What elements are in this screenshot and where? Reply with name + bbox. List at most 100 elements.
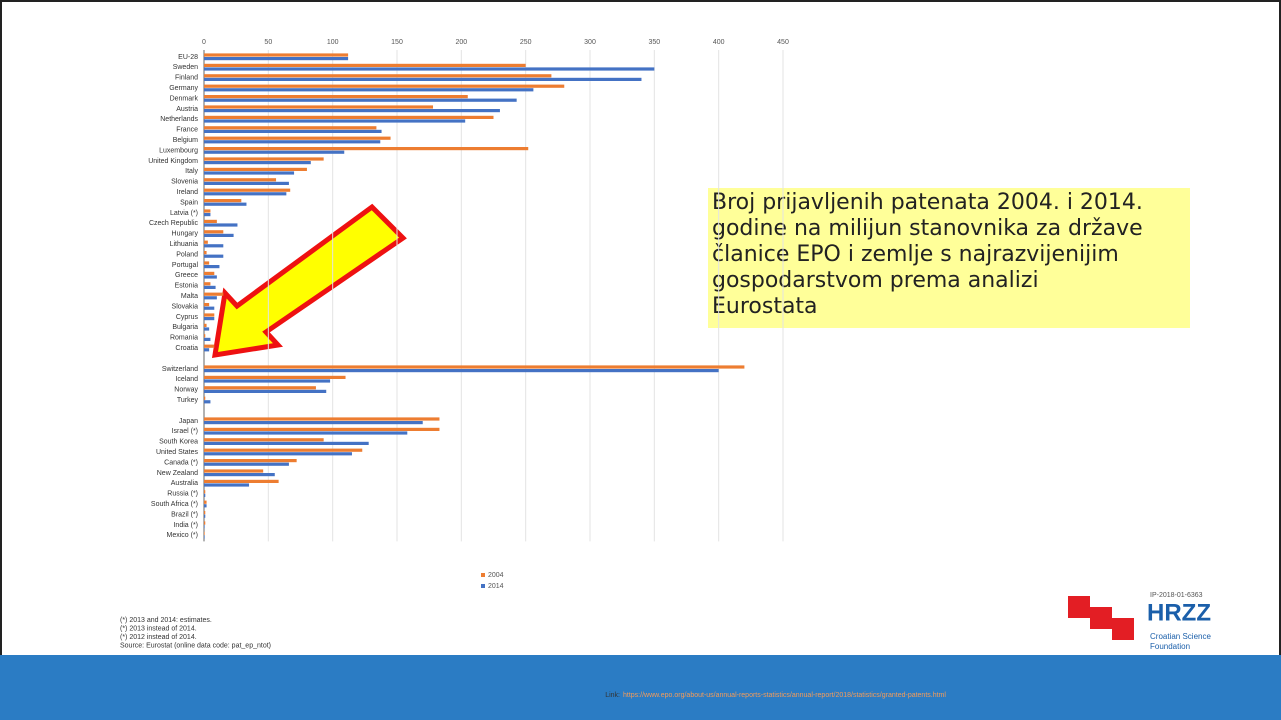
bar [204, 233, 234, 237]
callout-line: članice EPO i zemlje s najrazvijenijim [712, 242, 1119, 267]
bar [204, 219, 217, 223]
y-tick-label: Hungary [172, 231, 199, 238]
bar [204, 230, 224, 234]
legend-swatch [481, 573, 485, 577]
logo-shape [1068, 596, 1090, 618]
bar [204, 105, 434, 109]
logo-project: IP-2018-01-6363 [1150, 592, 1203, 599]
footer-bar [0, 655, 1281, 720]
y-tick-label: Germany [169, 85, 198, 92]
bar [204, 334, 206, 338]
bar [204, 136, 391, 140]
y-tick-label: Estonia [175, 283, 198, 290]
footnote: (*) 2013 and 2014: estimates. [120, 617, 212, 624]
bar [204, 126, 377, 130]
logo-line: Croatian Science [1150, 632, 1211, 641]
callout: Broj prijavljenih patenata 2004. i 2014.… [712, 190, 1143, 319]
y-tick-label: Slovakia [172, 303, 199, 310]
x-tick-label: 350 [648, 39, 660, 46]
link-url[interactable]: https://www.epo.org/about-us/annual-repo… [623, 692, 946, 699]
bar [204, 535, 205, 539]
bar [204, 469, 264, 473]
y-tick-label: New Zealand [157, 470, 198, 477]
x-tick-label: 0 [202, 39, 206, 46]
bar [204, 369, 719, 373]
bar [204, 192, 287, 196]
bar [204, 161, 311, 165]
bar [204, 95, 468, 99]
bar [204, 88, 534, 92]
x-tick-label: 150 [391, 39, 403, 46]
bar [204, 109, 500, 113]
bar [204, 452, 352, 456]
x-tick-label: 50 [264, 39, 272, 46]
bar [204, 483, 250, 487]
arrow [211, 203, 407, 359]
bar [204, 323, 207, 327]
bar [204, 303, 210, 307]
bar [204, 140, 381, 144]
bar [204, 459, 297, 463]
y-tick-label: Greece [175, 272, 198, 279]
bar [204, 514, 206, 518]
bar [204, 448, 363, 452]
bar [204, 119, 466, 123]
y-tick-label: Turkey [177, 397, 199, 404]
bar [204, 213, 211, 217]
y-tick-label: EU-28 [178, 54, 198, 61]
bar [204, 202, 247, 206]
bar [204, 511, 206, 515]
y-tick-label: Latvia (*) [170, 210, 198, 217]
bar [204, 479, 279, 483]
footnote: Source: Eurostat (online data code: pat_… [120, 642, 271, 649]
bar [204, 421, 423, 425]
legend-label: 2004 [488, 572, 504, 579]
y-tick-label: Netherlands [160, 116, 198, 123]
bar [204, 344, 215, 348]
y-tick-label: Norway [174, 387, 198, 394]
y-tick-label: Slovenia [171, 179, 198, 186]
y-tick-label: India (*) [173, 522, 198, 529]
y-tick-label: Iceland [175, 376, 198, 383]
bar [204, 375, 346, 379]
logo: IP-2018-01-6363 HRZZ Croatian Science Fo… [1068, 592, 1211, 651]
y-tick-label: Bulgaria [172, 324, 198, 331]
y-tick-label: Romania [170, 335, 198, 342]
bar [204, 57, 349, 61]
bar [204, 84, 565, 88]
bar [204, 178, 277, 182]
y-tick-label: Italy [185, 168, 198, 175]
bar [204, 240, 208, 244]
bar [204, 98, 517, 102]
y-tick-label: Canada (*) [164, 459, 198, 466]
x-tick-label: 250 [520, 39, 532, 46]
bar [204, 167, 307, 171]
bar [204, 504, 207, 508]
y-tick-label: Mexico (*) [166, 532, 198, 539]
bar [204, 431, 408, 435]
bar [204, 271, 215, 275]
y-tick-label: Russia (*) [167, 491, 198, 498]
logo-shape [1090, 607, 1112, 629]
callout-line: godine na milijun stanovnika za države [712, 216, 1143, 241]
x-tick-label: 300 [584, 39, 596, 46]
bar [204, 500, 207, 504]
y-tick-label: Lithuania [170, 241, 199, 248]
bar [204, 521, 206, 525]
link-label: Link: [605, 692, 620, 699]
x-tick-label: 400 [713, 39, 725, 46]
y-tick-label: Poland [176, 251, 198, 258]
bar [204, 531, 205, 535]
bar [204, 462, 289, 466]
logo-name: HRZZ [1147, 599, 1211, 626]
y-tick-label: Cyprus [176, 314, 199, 321]
bar [204, 313, 215, 317]
legend-label: 2014 [488, 583, 504, 590]
y-tick-label: Luxembourg [159, 147, 198, 154]
bar [204, 115, 494, 119]
bar [204, 396, 206, 400]
bar [204, 181, 289, 185]
